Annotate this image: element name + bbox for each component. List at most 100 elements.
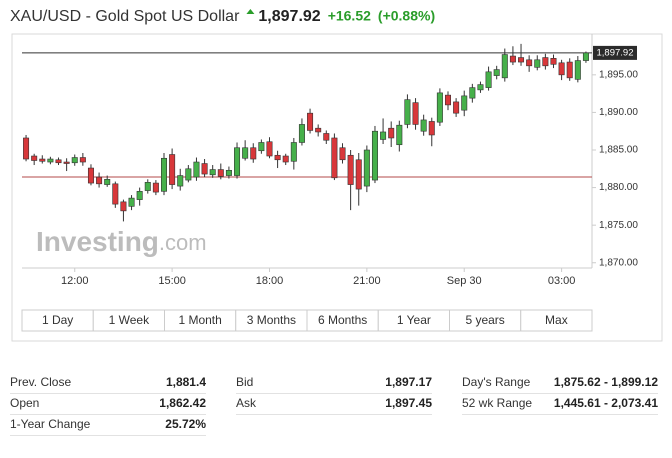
stat-value: 1,875.62 - 1,899.12 (554, 375, 658, 389)
x-tick-label: Sep 30 (447, 275, 482, 287)
range-button[interactable]: 1 Month (164, 309, 237, 332)
stat-value: 1,897.45 (385, 396, 432, 410)
stat-value: 1,445.61 - 2,073.41 (554, 396, 658, 410)
x-tick-label: 03:00 (548, 275, 576, 287)
candle-body (217, 169, 224, 177)
x-tick-label: 15:00 (158, 275, 186, 287)
candle-body (274, 154, 281, 161)
candle-body (298, 124, 305, 143)
candle-body (355, 159, 362, 190)
candle-body (493, 69, 500, 76)
range-button[interactable]: Max (520, 309, 593, 332)
range-button-label[interactable]: 5 years (465, 313, 504, 327)
range-button-label[interactable]: Max (545, 313, 568, 327)
candle-body (193, 161, 200, 178)
watermark-part: Investing (36, 226, 159, 257)
range-button-label[interactable]: 1 Week (109, 313, 150, 327)
instrument-title: XAU/USD - Gold Spot US Dollar (10, 8, 240, 25)
range-button[interactable]: 1 Year (377, 309, 450, 332)
watermark: Investing.com (36, 226, 207, 257)
price-change: +16.52 (328, 8, 371, 24)
candle-body (388, 127, 395, 139)
chart-frame (11, 33, 663, 342)
price-change-pct: (+0.88%) (378, 8, 435, 24)
candle-body (87, 167, 94, 184)
range-button[interactable]: 5 years (449, 309, 522, 332)
candle-body (501, 54, 508, 79)
candle-body (420, 119, 427, 132)
last-price: 1,897.92 (258, 8, 320, 25)
x-tick-label: 12:00 (61, 275, 89, 287)
watermark-part: .com (159, 230, 207, 255)
candle-body (177, 175, 184, 187)
candle-body (582, 52, 589, 61)
x-tick-label: 18:00 (256, 275, 284, 287)
candle-body (31, 155, 38, 161)
candle-body (307, 112, 314, 131)
y-tick-label: 1,895.00 (599, 69, 638, 80)
candle-body (63, 161, 70, 164)
candle-body (55, 159, 62, 164)
range-button[interactable]: 3 Months (235, 309, 308, 332)
candle-body (428, 121, 435, 136)
candle-body (128, 197, 135, 207)
candle-body (242, 147, 249, 159)
range-button-label[interactable]: 1 Month (178, 313, 221, 327)
candle-body (225, 169, 232, 176)
candle-body (258, 142, 265, 152)
range-button-label[interactable]: 3 Months (247, 313, 296, 327)
candle-body (209, 169, 216, 176)
candle-body (39, 158, 46, 162)
candle-body (566, 61, 573, 79)
range-button-box[interactable] (520, 309, 593, 332)
candle-body (315, 127, 322, 133)
y-tick-label: 1,880.00 (599, 182, 638, 193)
x-tick-label: 21:00 (353, 275, 381, 287)
stat-label: Open (10, 396, 39, 410)
range-button[interactable]: 1 Week (92, 309, 165, 332)
stat-label: Bid (236, 375, 253, 389)
range-button-label[interactable]: 1 Day (42, 313, 73, 327)
candle-body (542, 57, 549, 67)
range-button[interactable]: 1 Day (21, 309, 94, 332)
candle-body (96, 176, 103, 185)
candle-body (363, 149, 370, 187)
candle-body (396, 124, 403, 146)
stat-value: 25.72% (165, 417, 206, 431)
up-arrow (246, 9, 255, 14)
last-price-label: 1,897.92 (597, 47, 634, 58)
candle-body (290, 142, 297, 162)
range-button[interactable]: 6 Months (306, 309, 379, 332)
range-button-label[interactable]: 1 Year (397, 313, 431, 327)
candle-body (461, 95, 468, 111)
candle-body (144, 182, 151, 191)
candle-body (404, 99, 411, 125)
candle-body (250, 147, 257, 160)
range-button-label[interactable]: 6 Months (318, 313, 367, 327)
candle-body (469, 87, 476, 99)
y-tick-label: 1,890.00 (599, 107, 638, 118)
stat-label: Ask (236, 396, 257, 410)
stat-value: 1,881.4 (166, 375, 206, 389)
candle-body (185, 168, 192, 181)
candle-body (161, 157, 168, 192)
candle-body (120, 201, 127, 212)
stat-label: Day's Range (462, 375, 531, 389)
candle-body (136, 191, 143, 200)
stat-value: 1,897.17 (385, 375, 432, 389)
stat-label: 1-Year Change (10, 417, 91, 431)
candle-body (331, 137, 338, 179)
stat-label: Prev. Close (10, 375, 71, 389)
candle-body (104, 179, 111, 185)
candle-body (509, 55, 516, 63)
candle-body (112, 183, 119, 205)
candle-body (526, 59, 533, 67)
y-tick-label: 1,870.00 (599, 257, 638, 268)
y-tick-label: 1,875.00 (599, 220, 638, 231)
y-tick-label: 1,885.00 (599, 145, 638, 156)
candle-body (534, 59, 541, 68)
candle-body (23, 137, 30, 160)
candle-body (518, 57, 525, 63)
candle-body (371, 130, 378, 181)
candle-body (169, 154, 176, 185)
